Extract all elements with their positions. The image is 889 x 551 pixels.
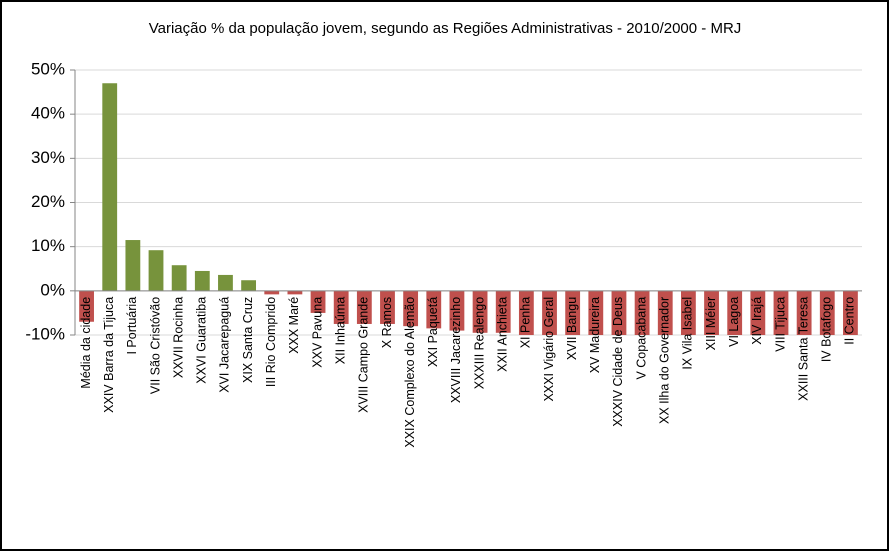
bar	[218, 274, 233, 291]
bar	[750, 290, 766, 335]
x-tick-label: XXVI Guaratiba	[195, 297, 209, 384]
x-tick-label: XXIX Complexo do Alemão	[403, 297, 417, 448]
bar	[727, 290, 743, 335]
bar	[333, 290, 349, 324]
y-tick-label: 10%	[31, 236, 65, 255]
x-tick-label: XIX Santa Cruz	[241, 297, 255, 383]
bar	[171, 265, 187, 291]
x-tick-label: XXX Maré	[287, 297, 301, 354]
bar	[472, 290, 488, 333]
x-tick-label: XXXIII Realengo	[472, 297, 486, 389]
bar	[79, 290, 94, 322]
x-tick-label: XII Inhaúma	[333, 297, 347, 364]
bar	[657, 290, 673, 335]
y-tick-label: -10%	[25, 324, 65, 343]
bar	[495, 290, 511, 333]
bar	[426, 290, 442, 329]
x-tick-label: XV Madureira	[588, 297, 602, 373]
bar	[773, 290, 789, 335]
x-tick-label: VII São Cristóvão	[148, 297, 162, 394]
bar	[287, 290, 303, 295]
bar	[356, 290, 372, 324]
bar	[449, 290, 465, 331]
bar	[310, 290, 326, 313]
x-tick-label: IX Vila Isabel	[681, 297, 695, 370]
bar	[680, 290, 696, 335]
x-tick-label: XXVIII Jacarezinho	[449, 297, 463, 403]
x-tick-label: Média da cidade	[79, 297, 93, 389]
x-tick-label: VI Lagoa	[727, 297, 741, 347]
bar	[518, 290, 534, 335]
bar	[565, 290, 581, 335]
x-tick-label: XXIII Santa Teresa	[796, 297, 810, 401]
bar	[194, 270, 210, 291]
x-tick-label: XXXIV Cidade de Deus	[611, 297, 625, 427]
bar	[611, 290, 627, 335]
bar	[634, 290, 650, 335]
x-tick-label: XXV Pavuna	[310, 297, 324, 368]
bar	[241, 280, 257, 291]
x-tick-label: XVI Jacarepaguá	[218, 297, 232, 393]
y-tick-label: 0%	[40, 280, 65, 299]
bar	[542, 290, 557, 335]
x-tick-label: VIII Tijuca	[773, 297, 787, 352]
x-tick-label: XXI Paquetá	[426, 297, 440, 367]
x-tick-label: XXII Anchieta	[496, 297, 510, 372]
x-tick-label: X Ramos	[380, 297, 394, 348]
x-tick-label: XVII Bangu	[565, 297, 579, 360]
y-tick-label: 40%	[31, 104, 65, 123]
bar	[380, 290, 395, 324]
x-tick-label: V Copacabana	[634, 297, 648, 380]
x-tick-label: XX Ilha do Governador	[658, 297, 672, 424]
bar	[264, 290, 280, 295]
chart-title: Variação % da população jovem, segundo a…	[149, 20, 742, 37]
x-tick-label: XXVII Rocinha	[171, 297, 185, 378]
x-tick-label: XVIII Campo Grande	[357, 297, 371, 413]
bar	[588, 290, 604, 335]
x-tick-label: IV Botafogo	[820, 297, 834, 362]
x-tick-label: XXXI Vigário Geral	[542, 297, 556, 402]
bar	[704, 290, 719, 335]
x-tick-label: III Rio Comprido	[264, 297, 278, 387]
bar	[102, 83, 118, 291]
x-tick-label: XI Penha	[519, 297, 533, 348]
x-tick-label: XXIV Barra da Tijuca	[102, 297, 116, 413]
bar	[796, 290, 812, 335]
x-tick-label: I Portuária	[125, 297, 139, 355]
y-tick-label: 50%	[31, 59, 65, 78]
y-tick-label: 20%	[31, 192, 65, 211]
x-tick-label: XIV Irajá	[750, 297, 764, 345]
x-tick-label: XIII Méier	[704, 297, 718, 351]
x-tick-label: II Centro	[843, 297, 857, 345]
y-tick-label: 30%	[31, 148, 65, 167]
bar	[819, 290, 835, 335]
bar	[125, 240, 141, 291]
bar	[843, 290, 858, 335]
bar	[148, 250, 164, 291]
bar	[403, 290, 419, 327]
